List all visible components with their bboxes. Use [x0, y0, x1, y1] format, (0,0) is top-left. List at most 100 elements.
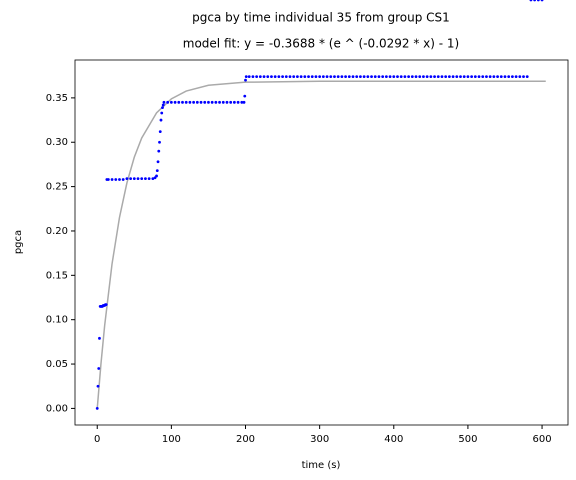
point [522, 75, 525, 78]
y-axis-label: pgca [13, 230, 24, 254]
point [333, 75, 336, 78]
chart-subtitle: model fit: y = -0.3688 * (e ^ (-0.0292 *… [183, 37, 459, 51]
point [403, 75, 407, 78]
point [284, 75, 288, 78]
point [158, 140, 161, 144]
point [447, 75, 451, 78]
point [195, 100, 199, 104]
y-tick-label: 0.20 [46, 226, 68, 237]
point [373, 75, 377, 78]
point [392, 75, 396, 78]
point [525, 75, 529, 78]
point [162, 100, 166, 104]
point [510, 75, 514, 78]
point [243, 94, 247, 98]
x-tick-label: 400 [384, 434, 403, 445]
point [518, 75, 522, 78]
point [533, 0, 537, 2]
point [399, 75, 403, 78]
point [466, 75, 470, 78]
y-tick-label: 0.10 [46, 315, 68, 326]
point [314, 75, 318, 78]
point [140, 177, 144, 181]
point [433, 75, 436, 78]
point [160, 111, 164, 115]
point [481, 75, 485, 78]
x-tick-label: 200 [236, 434, 255, 445]
x-tick-label: 600 [533, 434, 552, 445]
point [366, 75, 370, 78]
point [503, 75, 507, 78]
point [370, 75, 373, 78]
point [359, 75, 362, 78]
point [188, 100, 192, 104]
point [507, 75, 511, 78]
point [144, 177, 147, 181]
point [344, 75, 347, 78]
point [296, 75, 299, 78]
y-tick-label: 0.00 [46, 403, 68, 414]
point [425, 75, 429, 78]
point [156, 160, 160, 164]
point [355, 75, 359, 78]
point [303, 75, 307, 78]
y-tick-label: 0.30 [46, 137, 68, 148]
point [485, 75, 488, 78]
point [98, 336, 101, 340]
point [451, 75, 455, 78]
point [110, 178, 114, 181]
point [473, 75, 477, 78]
x-tick-label: 100 [162, 434, 181, 445]
point [418, 75, 422, 78]
point [166, 100, 170, 104]
point [429, 75, 433, 78]
point [455, 75, 459, 78]
point [129, 177, 133, 181]
fit-curve [96, 80, 546, 409]
point [118, 178, 121, 181]
point [136, 177, 140, 181]
y-tick-label: 0.15 [46, 270, 68, 281]
y-tick-label: 0.05 [46, 359, 68, 370]
point [225, 100, 229, 104]
point [114, 178, 118, 181]
x-axis-label: time (s) [302, 460, 341, 471]
point [540, 0, 544, 2]
point [470, 75, 474, 78]
point [273, 75, 277, 78]
point [155, 174, 158, 178]
point [244, 75, 248, 78]
point [529, 0, 533, 2]
point [242, 100, 246, 104]
y-tick-label: 0.35 [46, 93, 68, 104]
point [199, 100, 203, 104]
point [288, 75, 292, 78]
point [247, 75, 251, 78]
point [97, 367, 101, 370]
point [336, 75, 340, 78]
point [536, 0, 540, 2]
point [125, 177, 129, 181]
point [477, 75, 481, 78]
point [266, 75, 270, 78]
point [414, 75, 418, 78]
point [151, 177, 155, 181]
point [184, 100, 188, 104]
point [388, 75, 392, 78]
point [281, 75, 284, 78]
point [169, 100, 173, 104]
point [292, 75, 296, 78]
point [177, 100, 181, 104]
point [157, 149, 161, 153]
point [325, 75, 329, 78]
x-tick-label: 500 [458, 434, 477, 445]
point [488, 75, 492, 78]
point [258, 75, 262, 78]
point [192, 100, 196, 104]
point [104, 303, 108, 307]
point [95, 407, 99, 410]
point [251, 75, 255, 78]
x-tick-label: 0 [94, 434, 100, 445]
point [384, 75, 388, 78]
point [221, 100, 225, 104]
